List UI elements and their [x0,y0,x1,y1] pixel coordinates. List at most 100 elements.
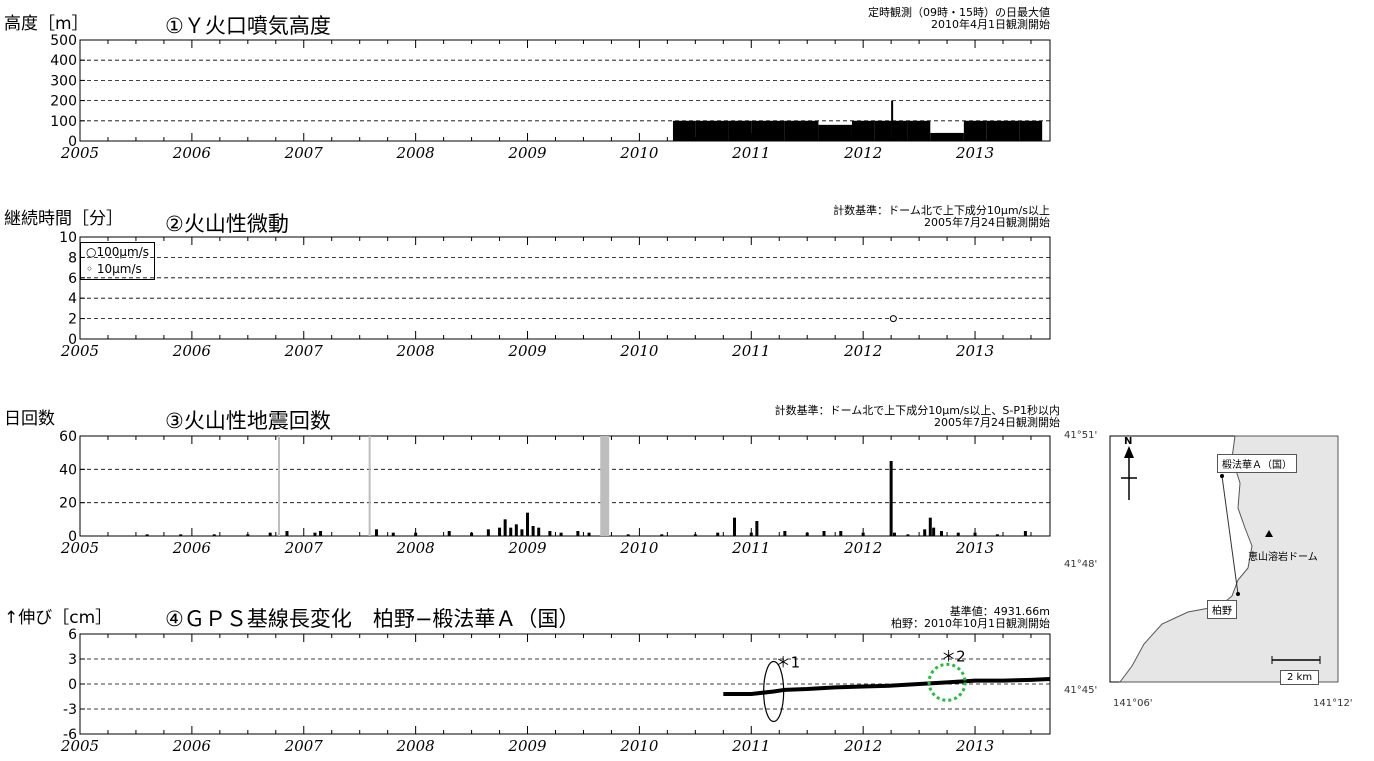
x-tick-label: 2011 [731,539,770,557]
plume-peak-bar [891,100,894,141]
y-tick-label: 10 [59,230,77,246]
plot-frame-1 [79,39,1051,142]
map-lat-bot: 41°45' [1064,685,1098,696]
x-tick-label: 2010 [619,342,659,360]
plume-bar [874,120,892,141]
quake-count-bar [470,532,474,536]
plume-bar [672,120,696,141]
quake-count-bar [783,531,787,536]
map-lat-top: 41°51' [1064,430,1098,441]
quake-count-bar [660,534,664,536]
plume-bar [695,120,729,141]
x-tick-label: 2008 [396,737,435,755]
quake-count-bar [145,534,149,536]
x-tick-label: 2010 [619,737,659,755]
map-canvas [1109,435,1339,683]
quake-count-bar [509,527,513,536]
quake-count-bar [861,532,865,536]
plume-bar [986,120,1020,141]
y-tick-label: 0 [68,332,77,348]
location-map: 41°51' 41°48' 41°45' 141°06' 141°12' N 椴… [1060,428,1370,728]
x-tick-label: 2013 [955,342,994,360]
dome-marker [1265,530,1273,537]
p3-note: 計数基準：ドーム北で上下成分10μm/s以上、S-P1秒以内 2005年7月24… [775,405,1060,429]
quake-count-bar [486,529,490,536]
y-tick-label: 300 [50,73,77,89]
no-data-band [278,436,281,536]
x-tick-label: 2006 [172,539,212,557]
plume-bar [907,120,931,141]
x-tick-label: 2006 [172,144,212,162]
x-tick-label: 2013 [955,539,994,557]
quake-count-bar [626,534,630,536]
no-data-band [600,436,610,536]
x-tick-label: 2007 [284,539,324,557]
y-tick-label: 6 [68,627,77,643]
p4-title: ④ＧＰＳ基線長変化 柏野−椴法華Ａ（国） [165,607,580,631]
plume-bar [1019,120,1043,141]
quake-count-bar [498,527,502,536]
x-tick-label: 2009 [507,737,547,755]
quake-count-bar [526,512,530,536]
p1-note1: 定時観測（09時・15時）の日最大値 [868,6,1050,19]
quake-count-bar [755,521,759,536]
map-station-a: 椴法華Ａ（国） [1217,454,1297,473]
p1-note: 定時観測（09時・15時）の日最大値 2010年4月1日観測開始 [868,7,1050,31]
quake-count-bar [973,532,977,536]
quake-count-bar [179,534,183,536]
p2-title: ②火山性微動 [165,212,289,236]
quake-count-bar [212,534,216,536]
quake-count-bar [928,517,932,536]
p1-title: ①Ｙ火口噴気高度 [165,14,331,38]
x-tick-label: 2005 [60,539,99,557]
x-tick-label: 2011 [731,737,770,755]
y-tick-label: 0 [68,677,77,693]
north-arrow-head [1124,446,1134,458]
x-tick-label: 2009 [507,539,547,557]
y-tick-label: 200 [50,94,77,110]
plume-bar [818,124,852,141]
plot-frame-3 [79,435,1051,537]
quake-count-bar [805,532,809,536]
baseline-line [1221,475,1239,595]
quake-count-bar [939,531,943,536]
plume-bar [930,132,964,141]
x-tick-label: 2012 [843,144,882,162]
quake-count-bar [995,534,999,536]
x-tick-label: 2005 [60,342,99,360]
quake-count-bar [693,534,697,536]
p4-note1: 基準値：4931.66m [949,605,1050,618]
x-tick-label: 2008 [396,144,435,162]
plume-bar [851,120,875,141]
quake-count-bar [447,531,451,536]
quake-count-bar [559,532,563,536]
map-dome-label: 恵山溶岩ドーム [1248,552,1318,563]
x-tick-label: 2005 [60,737,99,755]
x-tick-label: 2013 [955,144,994,162]
y-tick-label: 0 [68,529,77,545]
p1-note2: 2010年4月1日観測開始 [931,18,1050,31]
y-tick-label: 500 [50,33,77,49]
quake-count-bar [749,532,753,536]
plot-frame-2 [79,236,1051,340]
quake-count-bar [313,532,317,536]
map-lon-left: 141°06' [1113,698,1153,709]
x-tick-label: 2007 [284,144,324,162]
tremor-point [889,315,897,323]
station-a-marker [1220,474,1224,478]
x-tick-label: 2007 [284,342,324,360]
quake-count-bar [531,526,535,536]
quake-count-bar [889,461,893,536]
quake-count-bar [892,532,896,536]
map-lon-right: 141°12' [1313,698,1353,709]
x-tick-label: 2012 [843,539,882,557]
p2-legend1: ○100μm/s [86,245,149,259]
x-tick-label: 2009 [507,342,547,360]
x-tick-label: 2012 [843,342,882,360]
quake-count-bar [716,532,720,536]
plume-bar [784,120,819,141]
y-tick-label: 3 [68,652,77,668]
quake-count-bar [268,532,272,536]
map-scale-label: 2 km [1280,670,1320,685]
y-tick-label: -3 [63,702,77,718]
